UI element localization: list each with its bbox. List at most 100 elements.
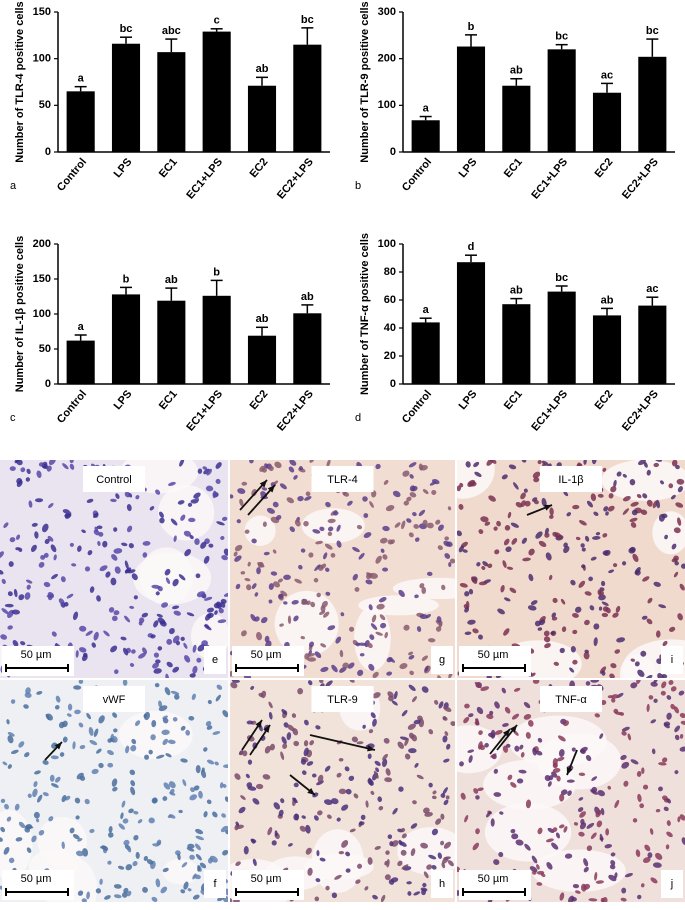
nucleus [16, 460, 23, 466]
nucleus [515, 839, 524, 846]
nucleus [135, 720, 141, 727]
nucleus [64, 513, 72, 518]
nucleus [25, 477, 31, 482]
nucleus [299, 825, 307, 832]
nucleus [2, 761, 8, 766]
nucleus [537, 460, 542, 465]
panel-box [661, 870, 683, 898]
nucleus [306, 761, 314, 766]
y-tick-label: 100 [378, 238, 396, 250]
nucleus [280, 751, 285, 760]
y-tick-label: 20 [384, 350, 396, 362]
nucleus [666, 831, 673, 838]
nucleus [677, 613, 683, 621]
nucleus [50, 544, 57, 553]
nucleus [496, 520, 501, 527]
nucleus [584, 619, 590, 626]
nucleus [368, 729, 374, 734]
nucleus [532, 870, 537, 875]
nucleus [325, 567, 330, 572]
y-tick-label: 80 [384, 266, 396, 278]
nucleus [81, 529, 86, 534]
nucleus [203, 747, 208, 752]
nucleus [216, 684, 223, 690]
nucleus [336, 524, 341, 532]
nucleus [608, 493, 614, 499]
nucleus [490, 753, 497, 758]
nucleus [18, 741, 25, 748]
nucleus [604, 844, 612, 849]
nucleus [142, 886, 148, 893]
nucleus [520, 751, 525, 758]
nucleus [8, 561, 14, 567]
x-tick-label: EC1+LPS [529, 388, 570, 433]
nucleus [143, 855, 148, 861]
nucleus [142, 647, 148, 655]
nucleus [170, 690, 180, 695]
nucleus [72, 611, 79, 621]
nucleus [23, 704, 29, 709]
nucleus [630, 521, 637, 528]
nucleus [636, 771, 642, 777]
nucleus [195, 835, 205, 841]
nucleus [277, 578, 283, 583]
nucleus [173, 610, 181, 616]
nucleus [128, 808, 134, 814]
nucleus [504, 525, 511, 531]
nucleus [562, 720, 570, 727]
nucleus [314, 651, 322, 658]
nucleus [409, 670, 414, 676]
nucleus [107, 738, 112, 743]
nucleus [414, 537, 420, 542]
nucleus [536, 882, 543, 886]
nucleus [384, 632, 388, 639]
nucleus [301, 598, 308, 605]
x-tick-label: EC1 [502, 156, 525, 180]
nucleus [18, 594, 25, 601]
nucleus [383, 479, 389, 485]
nucleus [162, 796, 168, 801]
lumen [601, 460, 685, 501]
significance-letter: ac [646, 283, 658, 295]
nucleus [66, 593, 74, 599]
nucleus [621, 761, 630, 769]
nucleus [603, 506, 609, 512]
nucleus [421, 686, 429, 693]
nucleus [326, 460, 331, 468]
nucleus [76, 772, 84, 780]
nucleus [583, 460, 587, 465]
nucleus [360, 814, 366, 820]
x-tick-label: EC2+LPS [275, 388, 316, 433]
nucleus [314, 896, 320, 902]
nucleus [464, 814, 469, 823]
nucleus [528, 548, 535, 556]
nucleus [477, 741, 483, 750]
nucleus [520, 500, 526, 507]
nucleus [584, 535, 590, 542]
scale-label: 50 µm [478, 649, 509, 661]
scale-label: 50 µm [21, 649, 52, 661]
nucleus [359, 653, 365, 657]
nucleus [388, 695, 394, 702]
nucleus [320, 666, 329, 672]
nucleus [668, 680, 674, 685]
nucleus [293, 782, 299, 788]
nucleus [286, 732, 292, 741]
nucleus [605, 511, 609, 516]
nucleus [535, 750, 543, 756]
nucleus [397, 741, 405, 749]
nucleus [431, 795, 437, 800]
nucleus [593, 511, 599, 516]
nucleus [599, 833, 604, 842]
nucleus [671, 543, 677, 550]
nucleus [467, 749, 475, 753]
nucleus [268, 599, 273, 604]
nucleus [532, 680, 540, 684]
label-box [540, 686, 602, 712]
nucleus [336, 772, 342, 778]
nucleus [280, 590, 288, 597]
nucleus [570, 645, 576, 653]
nucleus [464, 703, 470, 709]
nucleus [409, 474, 414, 479]
y-tick-label: 0 [390, 378, 396, 390]
